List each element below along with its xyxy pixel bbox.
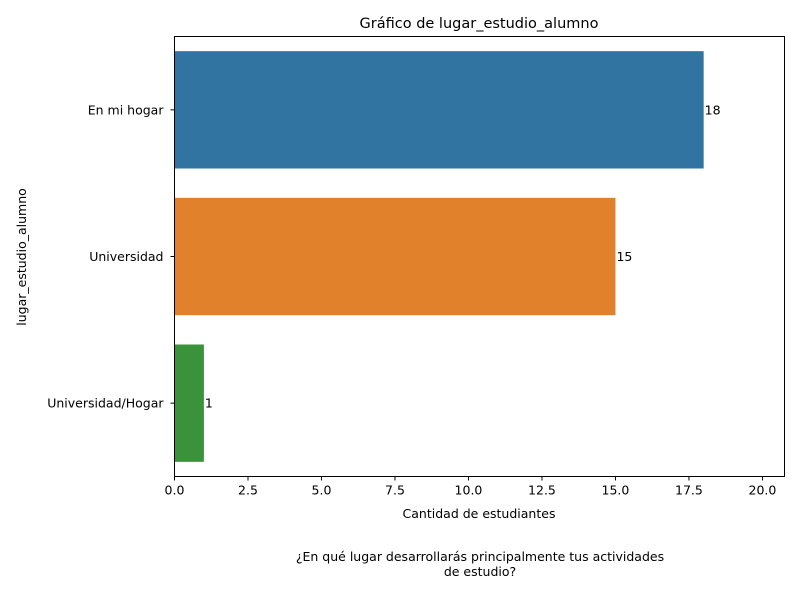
value-label-universidad: 15	[616, 249, 632, 264]
value-label-universidad-hogar: 1	[205, 396, 213, 411]
x-tick-label: 17.5	[675, 483, 703, 498]
bars: 18 En mi hogar 15 Universidad 1 Universidad/H…	[47, 51, 721, 462]
x-tick-label: 10.0	[455, 483, 483, 498]
x-tick-label: 15.0	[602, 483, 630, 498]
x-axis-label: Cantidad de estudiantes	[403, 506, 556, 521]
bar-en-mi-hogar	[174, 51, 704, 169]
caption-line-1: ¿En qué lugar desarrollarás principalmen…	[295, 549, 665, 564]
question-caption: ¿En qué lugar desarrollarás principalmen…	[240, 549, 720, 579]
x-tick-label: 20.0	[749, 483, 777, 498]
value-label-en-mi-hogar: 18	[705, 102, 721, 117]
bar-universidad	[174, 197, 616, 316]
category-label-universidad-hogar: Universidad/Hogar	[47, 396, 164, 411]
x-tick-label: 5.0	[312, 483, 332, 498]
bar-universidad-hogar	[174, 344, 204, 462]
category-label-universidad: Universidad	[89, 249, 163, 264]
category-label-en-mi-hogar: En mi hogar	[88, 102, 165, 117]
x-tick-label: 12.5	[528, 483, 556, 498]
x-axis-ticks: 0.0 2.5 5.0 7.5 10.0 12.5 15.0 17.5 20.0	[165, 476, 777, 498]
chart-title: Gráfico de lugar_estudio_alumno	[360, 16, 599, 32]
y-axis-label: lugar_estudio_alumno	[14, 188, 29, 326]
caption-line-2: de estudio?	[443, 564, 517, 579]
x-tick-label: 2.5	[238, 483, 258, 498]
x-tick-label: 0.0	[165, 483, 185, 498]
plot-frame	[174, 36, 785, 477]
x-tick-label: 7.5	[385, 483, 405, 498]
